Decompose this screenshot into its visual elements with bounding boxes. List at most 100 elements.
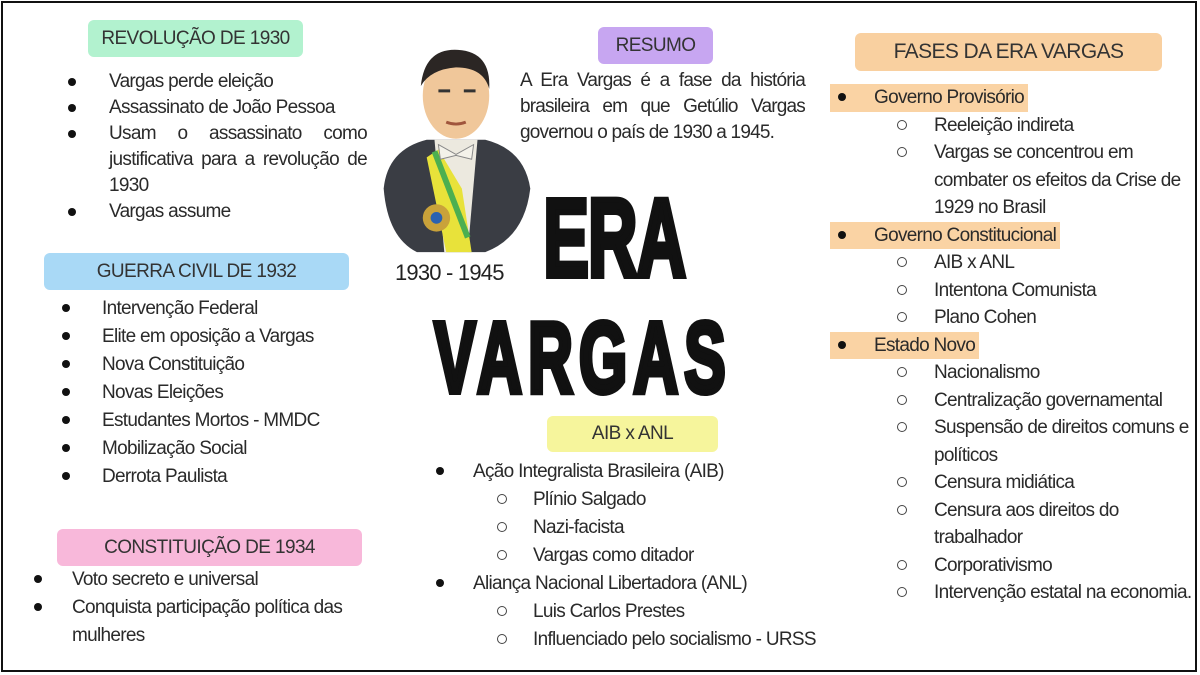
sub-item-text: Influenciado pelo socialismo - URSS — [533, 629, 817, 650]
list-item: Voto secreto e universal — [34, 566, 362, 594]
vargas-portrait — [383, 49, 531, 253]
list-item: Derrota Paulista — [62, 463, 362, 491]
circle-bullet-icon — [497, 606, 507, 616]
sub-list-item: Vargas se concentrou em combater os efei… — [874, 139, 1194, 222]
list-item: Governo Provisório — [830, 84, 1194, 112]
circle-bullet-icon — [897, 477, 907, 487]
fases-title: FASES DA ERA VARGAS — [893, 40, 1124, 63]
headline-line1: ERA — [543, 177, 686, 300]
list-item: Governo Constitucional — [830, 221, 1194, 249]
list-item-text: Assassinato de João Pessoa — [109, 97, 335, 118]
list-item-text: Novas Eleições — [102, 382, 224, 403]
revolucao-label: REVOLUÇÃO DE 1930 — [88, 20, 303, 57]
list-item: Vargas assume — [68, 199, 367, 225]
sub-item-text: Censura midiática — [934, 472, 1075, 493]
bullet-icon — [62, 332, 70, 340]
list-item-text: Conquista participação política das mulh… — [72, 597, 343, 646]
sub-list-item: AIB x ANL — [874, 249, 1194, 277]
bullet-icon — [68, 78, 76, 86]
list-item: Assassinato de João Pessoa — [68, 95, 367, 121]
sub-list-item: Corporativismo — [874, 552, 1194, 580]
circle-bullet-icon — [497, 494, 507, 504]
list-item-text: Nova Constituição — [102, 354, 245, 375]
bullet-icon — [838, 340, 846, 349]
sub-item-text: Plano Cohen — [934, 307, 1037, 328]
sub-item-text: Luis Carlos Prestes — [533, 601, 685, 622]
resumo-label: RESUMO — [598, 27, 713, 64]
circle-bullet-icon — [897, 504, 907, 515]
group-label: Governo Provisório — [830, 84, 1029, 112]
sub-list-item: Intentona Comunista — [874, 277, 1194, 305]
sub-item-text: Intervenção estatal na economia. — [934, 582, 1192, 603]
list-item: Nova Constituição — [62, 351, 362, 379]
sub-list-item: Censura midiática — [874, 469, 1194, 497]
aib-title: AIB x ANL — [591, 423, 674, 444]
resumo-title: RESUMO — [615, 34, 696, 56]
circle-bullet-icon — [897, 284, 907, 295]
guerra-label: GUERRA CIVIL DE 1932 — [44, 253, 349, 290]
bullet-icon — [62, 472, 70, 480]
list-item: Estado Novo — [830, 331, 1194, 359]
list-item: Mobilização Social — [62, 435, 362, 463]
circle-bullet-icon — [897, 587, 907, 597]
list-item: Novas Eleições — [62, 379, 362, 407]
list-item-text: Estudantes Mortos - MMDC — [102, 410, 320, 431]
sub-item-text: Centralização governamental — [934, 389, 1163, 411]
list-item-text: Usam o assassinato como justificativa pa… — [109, 123, 368, 196]
list-item-text: Elite em oposição a Vargas — [102, 326, 314, 347]
list-item-text: Intervenção Federal — [102, 298, 258, 319]
sub-list-item: Nacionalismo — [874, 359, 1194, 387]
fases-label: FASES DA ERA VARGAS — [855, 33, 1162, 71]
aib-list: Ação Integralista Brasileira (AIB) Plínio… — [436, 458, 833, 654]
revolucao-title: REVOLUÇÃO DE 1930 — [101, 27, 290, 49]
sub-list-item: Reeleição indireta — [874, 112, 1194, 140]
circle-bullet-icon — [897, 119, 907, 130]
sub-item-text: Plínio Salgado — [533, 489, 646, 510]
sub-item-text: Vargas se concentrou em combater os efei… — [934, 142, 1181, 218]
bullet-icon — [68, 208, 76, 216]
headline-title: ERA VARGAS — [432, 175, 728, 416]
list-item-text: Derrota Paulista — [102, 466, 228, 487]
circle-bullet-icon — [897, 257, 907, 267]
circle-bullet-icon — [897, 422, 907, 432]
bullet-icon — [68, 104, 76, 112]
circle-bullet-icon — [497, 522, 507, 532]
circle-bullet-icon — [497, 550, 507, 560]
sub-list-item: Vargas como ditador — [473, 542, 833, 570]
bullet-icon — [62, 388, 70, 396]
list-item: Vargas perde eleição — [68, 69, 367, 95]
sub-list-item: Nazi-facista — [473, 514, 833, 542]
sub-item-text: Censura aos direitos do trabalhador — [934, 499, 1119, 549]
group-label: Aliança Nacional Libertadora (ANL) — [473, 573, 748, 594]
sub-list-item: Luis Carlos Prestes — [473, 598, 833, 626]
circle-bullet-icon — [897, 367, 907, 377]
sub-item-text: Corporativismo — [934, 554, 1053, 576]
headline-line2: VARGAS — [434, 302, 725, 414]
sub-item-text: Suspensão de direitos comuns e políticos — [934, 417, 1189, 466]
guerra-title: GUERRA CIVIL DE 1932 — [96, 260, 297, 282]
sub-list-item: Centralização governamental — [874, 387, 1194, 415]
constituicao-label: CONSTITUIÇÃO DE 1934 — [57, 529, 362, 566]
bullet-icon — [436, 579, 444, 587]
list-item-text: Vargas assume — [109, 201, 231, 222]
years-caption: 1930 - 1945 — [395, 260, 504, 285]
sub-item-text: Reeleição indireta — [934, 114, 1074, 136]
circle-bullet-icon — [897, 147, 907, 157]
circle-bullet-icon — [497, 634, 507, 644]
constituicao-title: CONSTITUIÇÃO DE 1934 — [104, 536, 315, 558]
list-item-text: Vargas perde eleição — [109, 71, 274, 92]
sub-list-item: Plínio Salgado — [473, 486, 833, 514]
revolucao-list: Vargas perde eleição Assassinato de João … — [68, 69, 368, 225]
list-item: Ação Integralista Brasileira (AIB) — [436, 458, 833, 486]
list-item: Estudantes Mortos - MMDC — [62, 407, 362, 435]
sub-item-text: Vargas como ditador — [533, 545, 694, 566]
bullet-icon — [62, 444, 70, 452]
aib-label: AIB x ANL — [547, 416, 718, 452]
bullet-icon — [838, 93, 846, 101]
circle-bullet-icon — [897, 312, 907, 322]
sub-item-text: AIB x ANL — [934, 252, 1015, 273]
sub-list-item: Censura aos direitos do trabalhador — [874, 497, 1194, 552]
bullet-icon — [62, 416, 70, 424]
circle-bullet-icon — [897, 559, 907, 570]
